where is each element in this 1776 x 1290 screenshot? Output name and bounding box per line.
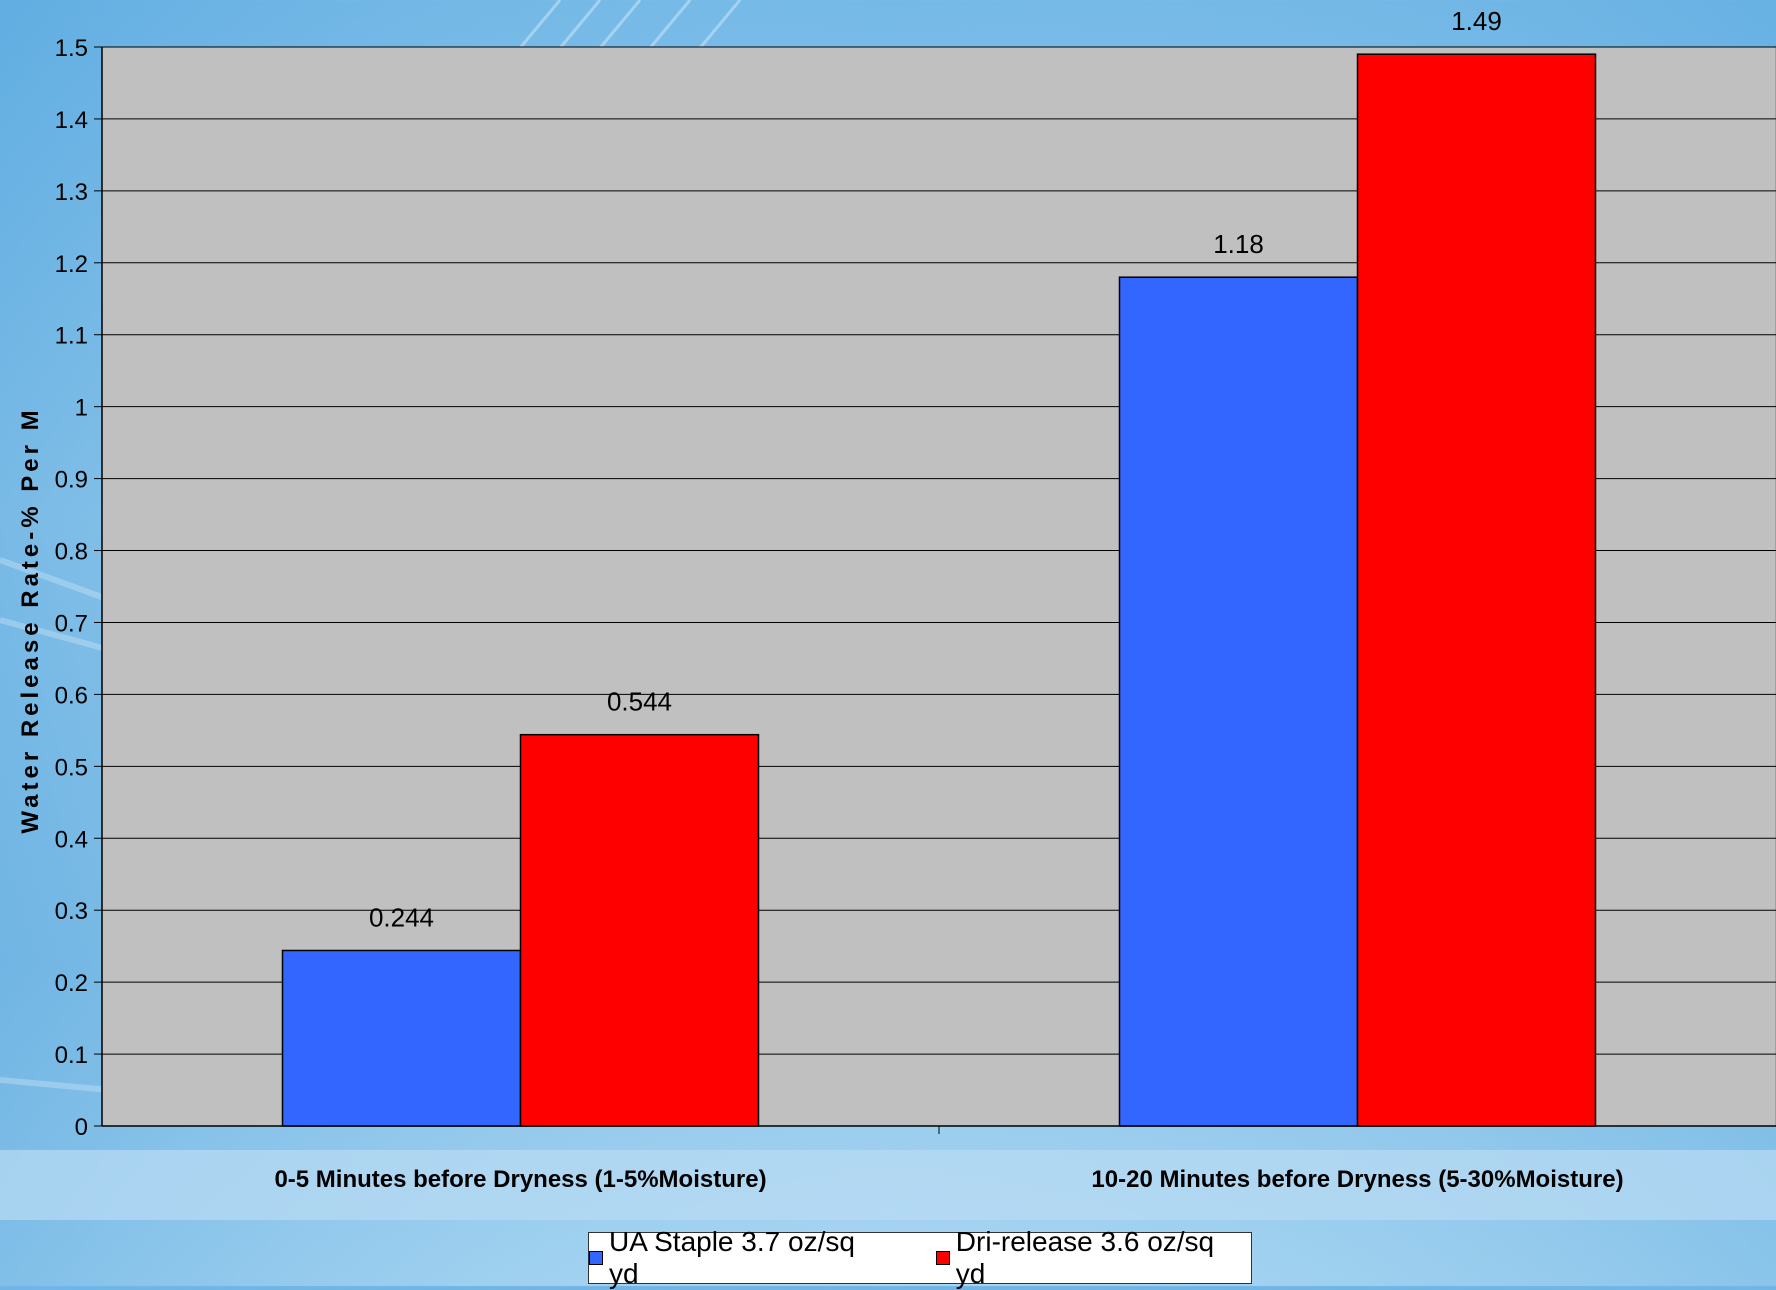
bar-dri-release-0 <box>519 733 760 1127</box>
data-labels: 0.244 0.544 1.18 1.49 <box>369 6 1502 932</box>
y-tick-label: 0.2 <box>55 970 88 997</box>
y-tick-label: 0 <box>75 1114 88 1141</box>
y-tick-label: 0.4 <box>55 826 88 853</box>
y-tick-label: 1 <box>75 395 88 422</box>
y-tick-label: 0.1 <box>55 1042 88 1069</box>
y-tick-label: 1.4 <box>55 107 88 134</box>
y-tick-label: 0.6 <box>55 682 88 709</box>
y-tick-label: 1.5 <box>55 35 88 62</box>
y-tick-label: 0.7 <box>55 610 88 637</box>
legend-label: Dri-release 3.6 oz/sq yd <box>955 1226 1215 1289</box>
legend: UA Staple 3.7 oz/sq yd Dri-release 3.6 o… <box>588 1226 1252 1289</box>
x-category-label: 10-20 Minutes before Dryness (5-30%Moist… <box>1091 1166 1623 1193</box>
x-category-label: 0-5 Minutes before Dryness (1-5%Moisture… <box>274 1166 766 1193</box>
y-tick-label: 0.8 <box>55 539 88 566</box>
data-label: 0.244 <box>369 902 434 932</box>
axes: 0 0.1 0.2 0.3 0.4 0.5 0.6 0.7 0.8 0.9 1 1.1 1.2 1.3 1.… <box>55 35 1776 1193</box>
bar-ua-staple-1 <box>1118 276 1359 1127</box>
data-label: 1.18 <box>1213 229 1264 259</box>
legend-swatch-blue <box>589 1251 603 1265</box>
data-label: 1.49 <box>1451 6 1502 36</box>
data-label: 0.544 <box>607 687 672 717</box>
y-tick-label: 1.1 <box>55 323 88 350</box>
y-tick-label: 0.5 <box>55 754 88 781</box>
y-axis-title: Water Release Rate-% Per M <box>17 406 44 833</box>
bars <box>281 53 1597 1127</box>
legend-entry-ua-staple: UA Staple 3.7 oz/sq yd <box>589 1226 892 1290</box>
y-tick-label: 1.3 <box>55 179 88 206</box>
bar-ua-staple-0 <box>281 949 522 1127</box>
legend-entry-dri-release: Dri-release 3.6 oz/sq yd <box>935 1226 1251 1290</box>
legend-swatch-red <box>935 1251 950 1265</box>
bar-dri-release-1 <box>1356 53 1597 1127</box>
y-tick-label: 0.3 <box>55 898 88 925</box>
legend-label: UA Staple 3.7 oz/sq yd <box>608 1226 855 1289</box>
y-tick-label: 0.9 <box>55 467 88 494</box>
y-tick-label: 1.2 <box>55 251 88 278</box>
